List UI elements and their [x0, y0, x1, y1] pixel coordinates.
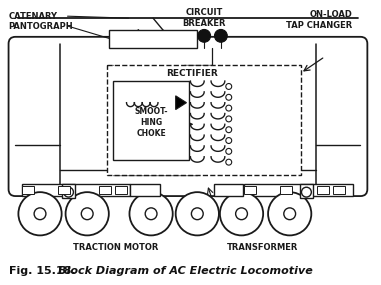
Circle shape: [191, 208, 203, 220]
Circle shape: [226, 159, 232, 165]
Circle shape: [235, 208, 247, 220]
Bar: [62, 184, 75, 198]
Bar: [299, 184, 313, 198]
Bar: [22, 184, 130, 196]
Circle shape: [130, 192, 173, 235]
Bar: [130, 184, 160, 196]
Text: SMOOT-
HING
CHOKE: SMOOT- HING CHOKE: [134, 107, 168, 138]
Bar: [333, 186, 345, 194]
Text: PANTOGRAPH: PANTOGRAPH: [8, 21, 73, 30]
Text: RECTIFIER: RECTIFIER: [166, 69, 218, 78]
Circle shape: [226, 105, 232, 111]
Bar: [58, 186, 69, 194]
Bar: [99, 186, 111, 194]
Circle shape: [215, 29, 227, 42]
Circle shape: [301, 187, 311, 197]
Circle shape: [226, 94, 232, 100]
Circle shape: [284, 208, 296, 220]
Polygon shape: [176, 96, 186, 109]
FancyBboxPatch shape: [8, 37, 367, 196]
Circle shape: [34, 208, 46, 220]
Circle shape: [18, 192, 62, 235]
Bar: [214, 184, 243, 196]
Text: TRANSFORMER: TRANSFORMER: [227, 243, 298, 252]
Text: ON-LOAD
TAP CHANGER: ON-LOAD TAP CHANGER: [287, 10, 352, 30]
Text: CATENARY: CATENARY: [8, 12, 58, 21]
Bar: [317, 186, 329, 194]
Circle shape: [66, 192, 109, 235]
Text: TRACTION MOTOR: TRACTION MOTOR: [73, 243, 158, 252]
Text: Fig. 15.18.: Fig. 15.18.: [8, 266, 75, 276]
Text: Block Diagram of AC Electric Locomotive: Block Diagram of AC Electric Locomotive: [58, 266, 312, 276]
Text: CIRCUIT
BREAKER: CIRCUIT BREAKER: [182, 8, 226, 28]
Circle shape: [226, 116, 232, 122]
Circle shape: [226, 138, 232, 143]
Circle shape: [220, 192, 263, 235]
Bar: [109, 30, 197, 48]
Circle shape: [226, 84, 232, 89]
Circle shape: [176, 192, 219, 235]
Bar: [280, 186, 292, 194]
Bar: [245, 184, 352, 196]
Bar: [22, 186, 34, 194]
Circle shape: [226, 148, 232, 154]
Circle shape: [268, 192, 311, 235]
Circle shape: [198, 29, 211, 42]
Bar: [245, 186, 256, 194]
Circle shape: [226, 127, 232, 133]
Bar: [115, 186, 126, 194]
Circle shape: [64, 187, 74, 197]
Bar: [113, 81, 189, 160]
Circle shape: [145, 208, 157, 220]
Bar: [107, 65, 301, 176]
Circle shape: [81, 208, 93, 220]
